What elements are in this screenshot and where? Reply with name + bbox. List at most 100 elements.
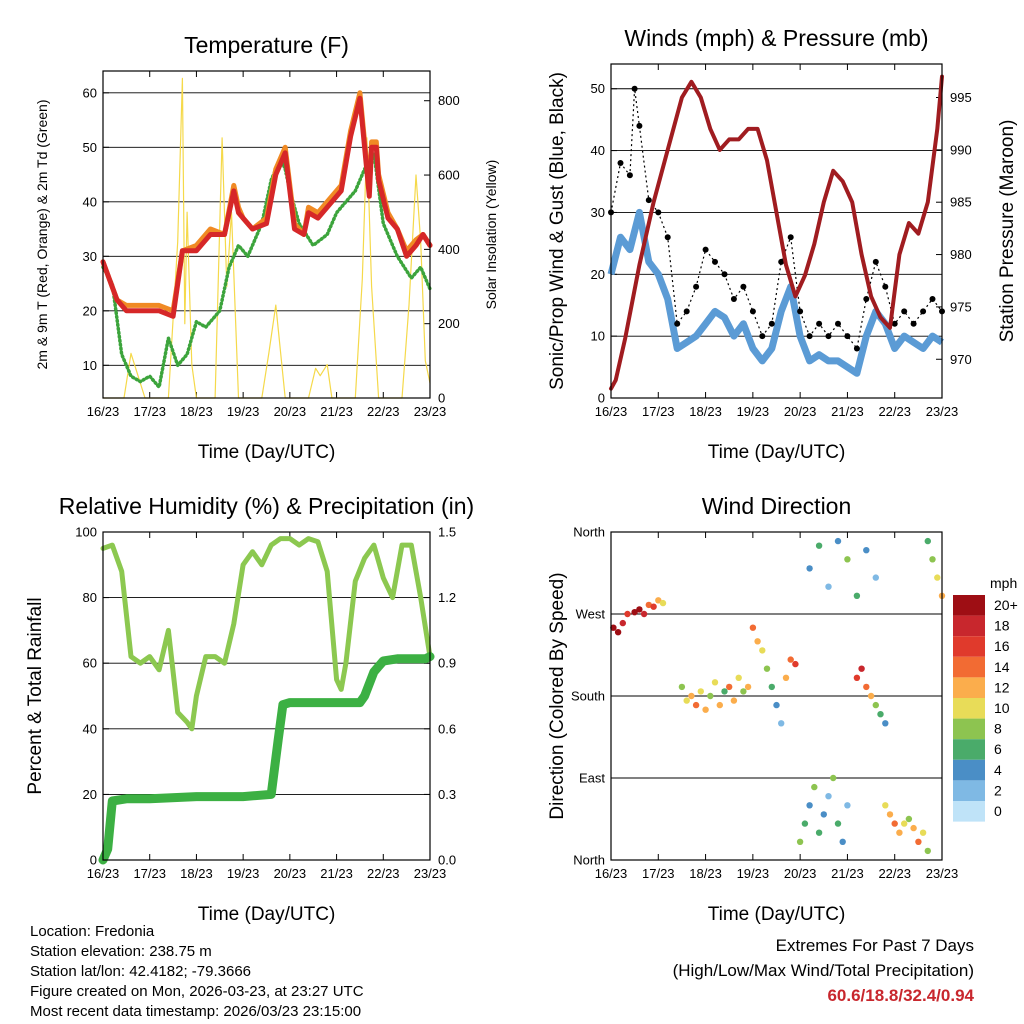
gust-point bbox=[645, 197, 652, 204]
gust-point bbox=[882, 283, 889, 290]
y-tick-label: 10 bbox=[83, 358, 97, 373]
direction-point bbox=[834, 820, 842, 827]
y-tick-label-right: 800 bbox=[438, 93, 460, 108]
solar-series bbox=[102, 77, 431, 399]
legend-label: 8 bbox=[994, 721, 1002, 737]
extremes-heading: Extremes For Past 7 Days bbox=[775, 936, 974, 955]
x-tick-label: 16/23 bbox=[87, 866, 120, 881]
y-tick-label: 20 bbox=[83, 787, 97, 802]
y-tick-label-right: 0.9 bbox=[438, 656, 456, 671]
y-tick-label-right: 975 bbox=[950, 299, 972, 314]
direction-point bbox=[735, 674, 742, 681]
gust-point bbox=[891, 320, 898, 327]
x-tick-label: 18/23 bbox=[180, 866, 213, 881]
direction-point bbox=[754, 638, 761, 645]
direction-point bbox=[787, 656, 794, 663]
x-tick-label: 16/23 bbox=[595, 404, 628, 419]
x-axis-label: Time (Day/UTC) bbox=[708, 442, 846, 463]
x-tick-label: 17/23 bbox=[642, 866, 675, 881]
chart-title: Winds (mph) & Pressure (mb) bbox=[624, 25, 928, 51]
direction-point bbox=[905, 815, 913, 823]
winds-pressure-chart: Winds (mph) & Pressure (mb) Time (Day/UTC… bbox=[547, 25, 1018, 463]
direction-point bbox=[815, 829, 823, 836]
direction-point bbox=[711, 679, 719, 686]
y-tick-label-right: 0 bbox=[438, 391, 445, 406]
direction-point bbox=[749, 624, 757, 631]
y-tick-label-right: 0.6 bbox=[438, 721, 456, 736]
gust-point bbox=[863, 296, 870, 302]
x-tick-label: 18/23 bbox=[689, 404, 722, 419]
y-tick-label-right: 0.0 bbox=[438, 853, 456, 868]
humidity-series bbox=[100, 536, 433, 732]
direction-point bbox=[834, 537, 842, 545]
direction-point bbox=[820, 811, 827, 818]
legend-title: mph bbox=[990, 575, 1017, 591]
y-tick-label-right: 995 bbox=[950, 90, 972, 105]
legend-swatch bbox=[953, 677, 985, 698]
direction-point bbox=[624, 610, 631, 618]
legend-swatch bbox=[953, 698, 985, 719]
y-tick-label: 50 bbox=[591, 81, 605, 96]
plot-frame bbox=[610, 531, 943, 861]
legend-swatch bbox=[953, 656, 985, 678]
x-tick-label: 21/23 bbox=[320, 866, 353, 881]
direction-point bbox=[730, 697, 738, 704]
legend-swatch bbox=[953, 801, 985, 822]
y-axis-label: Sonic/Prop Wind & Gust (Blue, Black) bbox=[547, 72, 568, 390]
direction-point bbox=[645, 601, 652, 609]
legend-label: 18 bbox=[994, 618, 1010, 634]
plot-frame bbox=[610, 63, 943, 399]
direction-point bbox=[640, 610, 648, 618]
direction-point bbox=[882, 720, 889, 727]
y-tick-label: 30 bbox=[83, 249, 97, 264]
gust-point bbox=[787, 234, 794, 241]
temp2m-series bbox=[100, 95, 433, 319]
y-tick-label: 30 bbox=[591, 205, 605, 220]
direction-point bbox=[759, 647, 766, 654]
location-text: Location: Fredonia bbox=[30, 923, 155, 940]
legend-swatch bbox=[953, 780, 985, 801]
y-tick-label: 0 bbox=[598, 391, 605, 406]
gust-point bbox=[749, 308, 756, 315]
x-tick-label: 20/23 bbox=[784, 404, 817, 419]
y-tick-label: 80 bbox=[83, 590, 97, 605]
direction-point bbox=[910, 824, 917, 832]
direction-point bbox=[631, 609, 638, 616]
x-tick-label: 17/23 bbox=[133, 866, 166, 881]
y-tick-label: 60 bbox=[83, 656, 97, 671]
direction-point bbox=[688, 692, 695, 700]
latlon-text: Station lat/lon: 42.4182; -79.3666 bbox=[30, 963, 252, 980]
x-tick-label: 23/23 bbox=[926, 404, 959, 419]
y-tick-label-right: 970 bbox=[950, 352, 972, 367]
chart-title: Temperature (F) bbox=[184, 32, 349, 58]
y-tick-label-right: 400 bbox=[438, 242, 460, 257]
direction-point bbox=[891, 820, 898, 827]
direction-point bbox=[806, 802, 813, 809]
direction-point bbox=[678, 683, 686, 691]
legend-label: 4 bbox=[994, 762, 1002, 778]
x-tick-label: 21/23 bbox=[320, 404, 353, 419]
direction-point bbox=[614, 629, 622, 636]
x-tick-label: 23/23 bbox=[414, 404, 447, 419]
created-text: Figure created on Mon, 2026-03-23, at 23… bbox=[30, 983, 364, 1000]
y-tick-label-right: 600 bbox=[438, 168, 460, 183]
y-tick-label-right: 980 bbox=[950, 247, 972, 262]
direction-point bbox=[659, 599, 667, 607]
direction-point bbox=[792, 660, 799, 668]
chart-title: Relative Humidity (%) & Precipitation (i… bbox=[59, 493, 474, 519]
gust-series bbox=[610, 88, 943, 350]
direction-point bbox=[863, 683, 870, 691]
x-tick-label: 19/23 bbox=[227, 404, 260, 419]
gust-point bbox=[872, 258, 879, 265]
x-tick-label: 23/23 bbox=[414, 866, 447, 881]
direction-point bbox=[697, 688, 704, 695]
x-axis-label: Time (Day/UTC) bbox=[198, 904, 336, 925]
gust-point bbox=[631, 85, 638, 92]
speed-legend: mph 20+ 18 16 14 12 10 8 6 4 2 0 bbox=[953, 575, 1018, 822]
direction-point bbox=[877, 711, 884, 718]
x-tick-label: 16/23 bbox=[87, 404, 120, 419]
extremes-subheading: (High/Low/Max Wind/Total Precipitation) bbox=[672, 961, 974, 980]
direction-point bbox=[825, 583, 832, 590]
direction-point bbox=[853, 674, 861, 681]
